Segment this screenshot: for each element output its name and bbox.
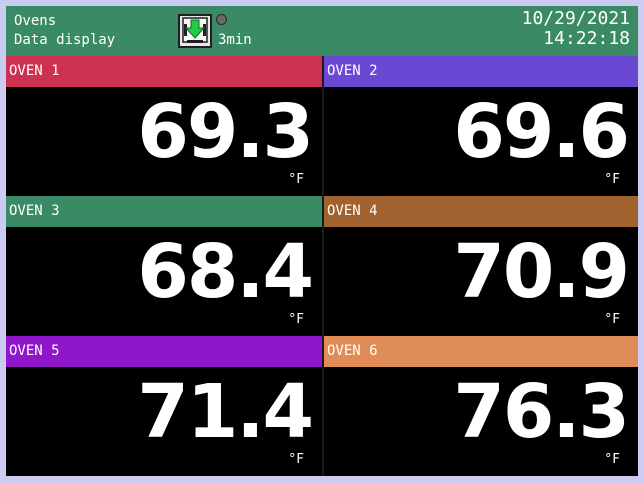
recording-interval: 3min	[218, 32, 252, 48]
channel-panel-oven-6[interactable]: OVEN 6 76.3 °F	[324, 336, 638, 476]
time-display: 14:22:18	[543, 28, 630, 49]
group-name: Ovens	[14, 13, 57, 29]
channel-unit: °F	[604, 452, 620, 467]
channel-panel-oven-4[interactable]: OVEN 4 70.9 °F	[324, 196, 638, 336]
channel-label: OVEN 6	[324, 336, 638, 367]
channel-panel-oven-2[interactable]: OVEN 2 69.6 °F	[324, 56, 638, 196]
channel-value: 69.3	[137, 89, 314, 175]
save-icon[interactable]	[178, 14, 212, 48]
channel-panel-oven-1[interactable]: OVEN 1 69.3 °F	[6, 56, 322, 196]
recorder-screen: Ovens Data display 3min 10/29/2021 14:22…	[6, 6, 638, 476]
channel-value: 71.4	[137, 369, 314, 455]
channel-unit: °F	[604, 312, 620, 327]
status-dot-icon	[216, 14, 227, 25]
display-title: Ovens Data display	[14, 12, 115, 50]
channel-unit: °F	[288, 452, 304, 467]
channel-label: OVEN 5	[6, 336, 322, 367]
channel-panel-oven-5[interactable]: OVEN 5 71.4 °F	[6, 336, 322, 476]
channel-value: 70.9	[453, 229, 630, 315]
channel-value: 76.3	[453, 369, 630, 455]
channel-label: OVEN 1	[6, 56, 322, 87]
channel-label: OVEN 2	[324, 56, 638, 87]
channel-label: OVEN 3	[6, 196, 322, 227]
screen-name: Data display	[14, 32, 116, 48]
header-bar: Ovens Data display 3min 10/29/2021 14:22…	[6, 6, 638, 56]
channel-value: 68.4	[137, 229, 314, 315]
date-display: 10/29/2021	[521, 8, 630, 29]
channel-unit: °F	[288, 172, 304, 187]
panel-divider	[322, 56, 324, 476]
channel-value: 69.6	[453, 89, 630, 175]
datetime: 10/29/2021 14:22:18	[522, 9, 630, 49]
channel-label: OVEN 4	[324, 196, 638, 227]
channel-unit: °F	[604, 172, 620, 187]
channel-panel-oven-3[interactable]: OVEN 3 68.4 °F	[6, 196, 322, 336]
channel-unit: °F	[288, 312, 304, 327]
